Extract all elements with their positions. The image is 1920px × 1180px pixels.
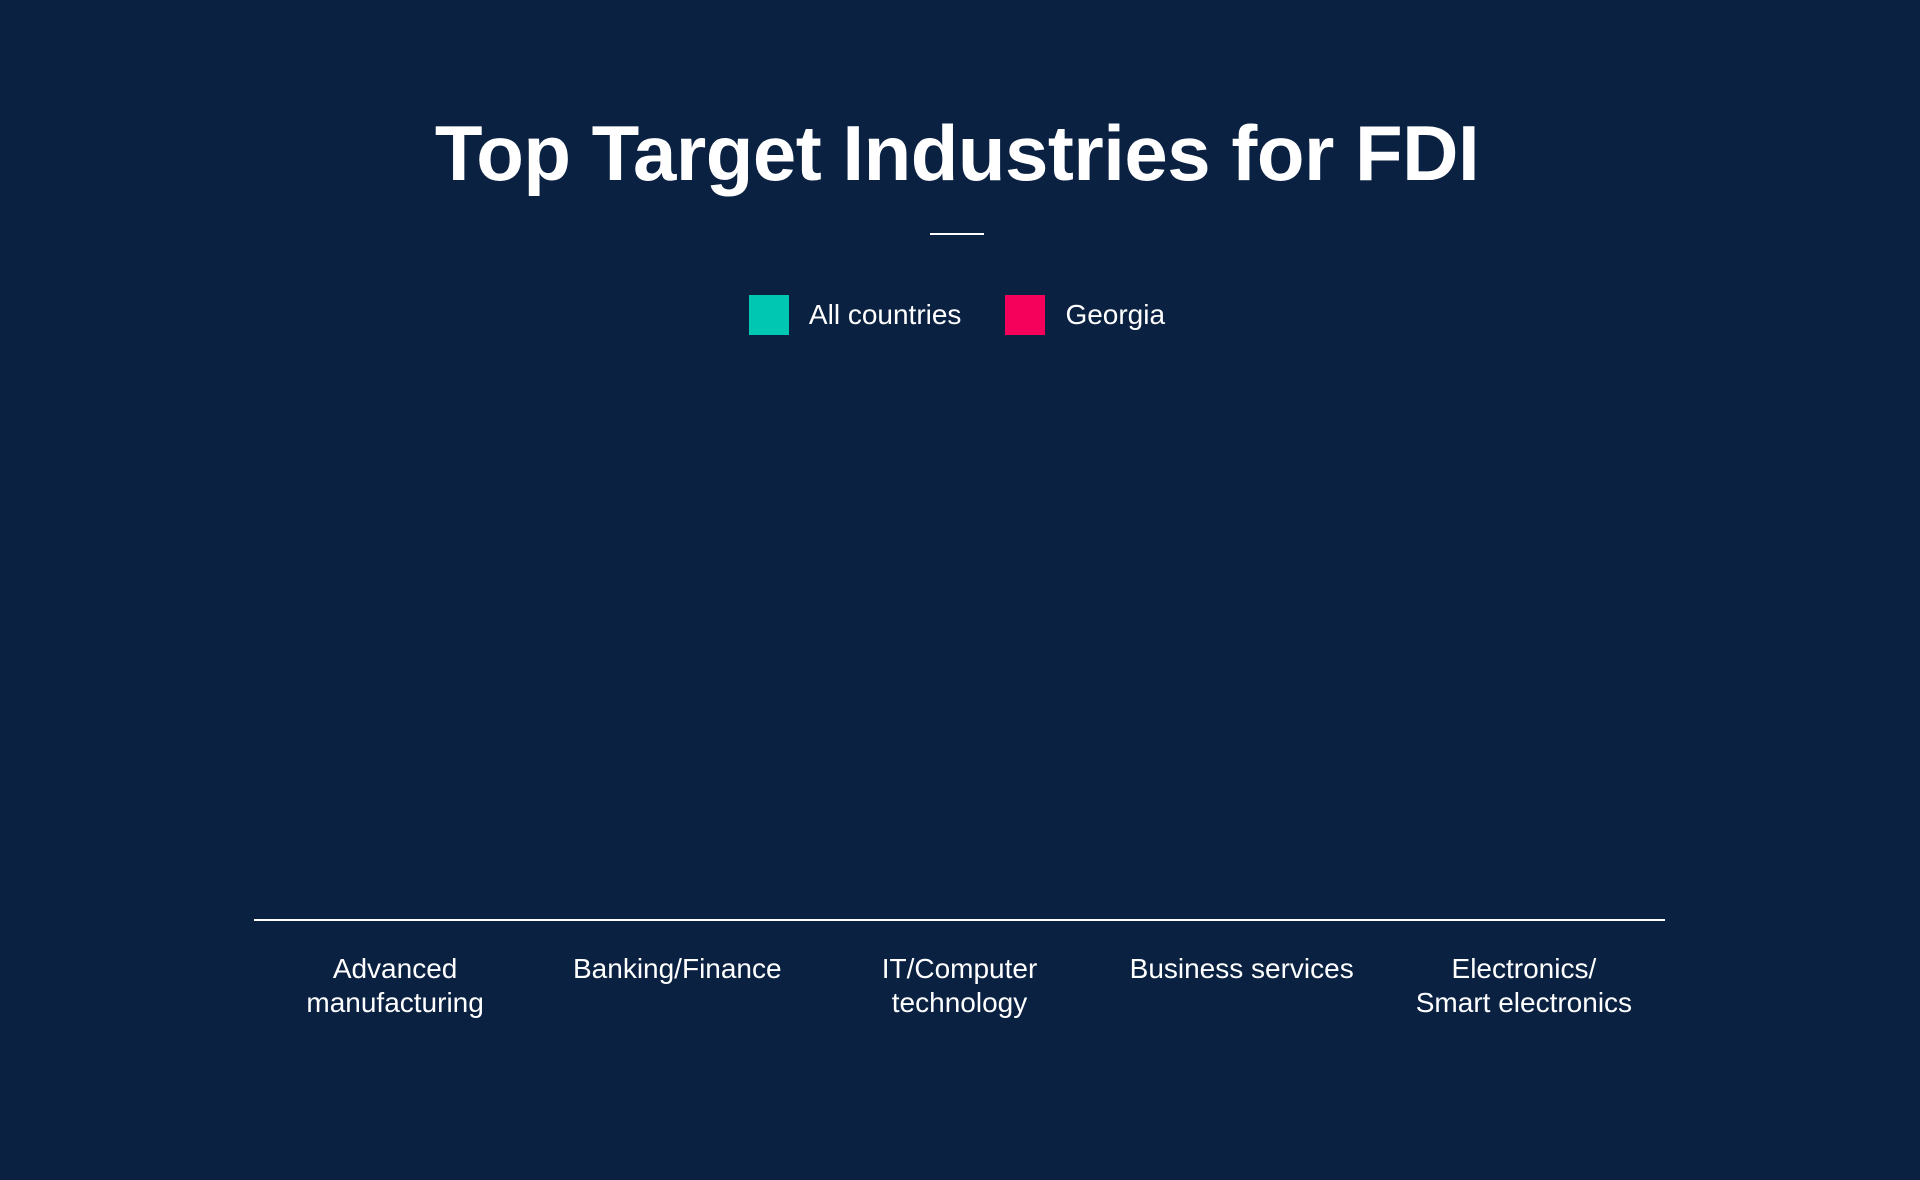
legend-label-all-countries: All countries xyxy=(808,299,962,330)
title-divider xyxy=(930,233,984,235)
legend-swatch-all-countries xyxy=(748,295,789,335)
x-tick-label-0-line-0: Advanced xyxy=(333,953,458,984)
x-tick-label-2: IT/Computer technology xyxy=(882,953,1038,1018)
x-tick-label-4: Electronics/Smart electronics xyxy=(1416,953,1632,1018)
x-tick-label-2-line-0: IT/Computer xyxy=(882,953,1038,984)
chart-title: Top Target Industries for FDI xyxy=(434,109,1480,197)
x-tick-label-3-line-0: Business services xyxy=(1130,953,1354,984)
x-tick-label-1: Banking/Finance xyxy=(573,953,782,984)
legend-swatch-georgia xyxy=(1005,295,1046,335)
x-tick-label-4-line-0: Electronics/ xyxy=(1452,953,1597,984)
x-tick-label-0-line-1: manufacturing xyxy=(306,987,483,1018)
x-tick-label-1-line-0: Banking/Finance xyxy=(573,953,782,984)
x-tick-label-2-line-1: technology xyxy=(892,987,1027,1018)
x-tick-label-0: Advanced manufacturing xyxy=(306,953,483,1018)
legend: All countries Georgia xyxy=(0,295,1914,335)
legend-item-georgia[interactable]: Georgia xyxy=(1005,295,1165,335)
legend-item-all-countries[interactable]: All countries xyxy=(748,295,962,335)
legend-label-georgia: Georgia xyxy=(1065,299,1166,330)
x-tick-label-3: Business services xyxy=(1130,953,1354,984)
x-tick-label-4-line-1: Smart electronics xyxy=(1416,987,1632,1018)
